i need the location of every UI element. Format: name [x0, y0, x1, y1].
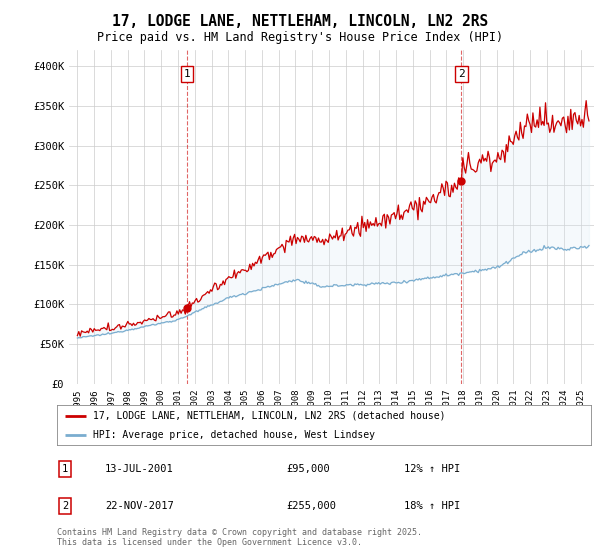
- Text: 18% ↑ HPI: 18% ↑ HPI: [404, 501, 460, 511]
- Text: 2: 2: [62, 501, 68, 511]
- Text: HPI: Average price, detached house, West Lindsey: HPI: Average price, detached house, West…: [94, 430, 376, 440]
- Text: 17, LODGE LANE, NETTLEHAM, LINCOLN, LN2 2RS: 17, LODGE LANE, NETTLEHAM, LINCOLN, LN2 …: [112, 14, 488, 29]
- Text: 22-NOV-2017: 22-NOV-2017: [105, 501, 174, 511]
- Text: 12% ↑ HPI: 12% ↑ HPI: [404, 464, 460, 474]
- Text: 13-JUL-2001: 13-JUL-2001: [105, 464, 174, 474]
- Text: £95,000: £95,000: [287, 464, 331, 474]
- Text: 2: 2: [458, 69, 465, 79]
- Text: Price paid vs. HM Land Registry's House Price Index (HPI): Price paid vs. HM Land Registry's House …: [97, 31, 503, 44]
- Text: 1: 1: [184, 69, 190, 79]
- Text: 1: 1: [62, 464, 68, 474]
- Text: 17, LODGE LANE, NETTLEHAM, LINCOLN, LN2 2RS (detached house): 17, LODGE LANE, NETTLEHAM, LINCOLN, LN2 …: [94, 411, 446, 421]
- Text: Contains HM Land Registry data © Crown copyright and database right 2025.
This d: Contains HM Land Registry data © Crown c…: [57, 528, 422, 547]
- Text: £255,000: £255,000: [287, 501, 337, 511]
